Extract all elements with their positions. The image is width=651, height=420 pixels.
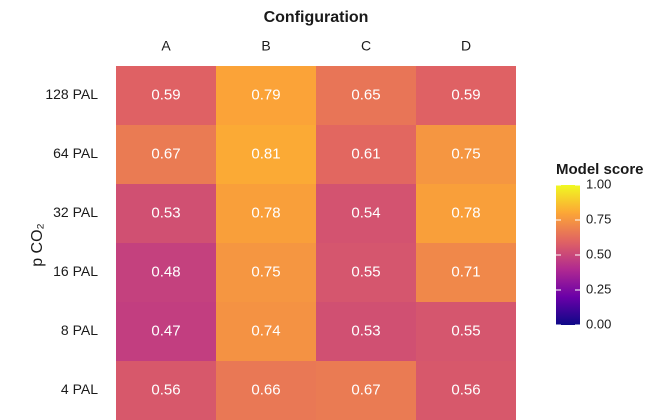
cell-label: 0.67: [151, 145, 180, 162]
cell-label: 0.79: [251, 86, 280, 103]
heatmap-cell: [216, 243, 316, 302]
cell-label: 0.56: [451, 381, 480, 398]
heatmap-cell: [116, 243, 216, 302]
heatmap-cell: [216, 302, 316, 361]
cell-label: 0.75: [451, 145, 480, 162]
heatmap-cell: [416, 302, 516, 361]
cell-label: 0.59: [451, 86, 480, 103]
y-tick-label: 64 PAL: [53, 145, 98, 161]
cell-label: 0.66: [251, 381, 280, 398]
chart-title: Configuration: [264, 9, 369, 26]
cell-label: 0.56: [151, 381, 180, 398]
cell-label: 0.67: [351, 381, 380, 398]
heatmap-cell: [116, 66, 216, 125]
cell-label: 0.74: [251, 322, 280, 339]
cell-label: 0.55: [451, 322, 480, 339]
heatmap-cell: [116, 125, 216, 184]
cell-label: 0.54: [351, 204, 380, 221]
cell-label: 0.48: [151, 263, 180, 280]
heatmap-cell: [216, 184, 316, 243]
colorbar-tick-label: 0.50: [586, 246, 611, 261]
heatmap-cell: [316, 302, 416, 361]
heatmap-cell: [216, 361, 316, 420]
heatmap-cell: [116, 361, 216, 420]
colorbar-tick-label: 0.25: [586, 281, 611, 296]
cell-label: 0.65: [351, 86, 380, 103]
heatmap-cell: [316, 125, 416, 184]
heatmap-cell: [316, 361, 416, 420]
y-tick-label: 128 PAL: [45, 86, 98, 102]
colorbar-title: Model score: [556, 161, 644, 178]
cell-label: 0.75: [251, 263, 280, 280]
colorbar-tick-label: 1.00: [586, 176, 611, 191]
cell-label: 0.61: [351, 145, 380, 162]
cell-label: 0.59: [151, 86, 180, 103]
cell-label: 0.78: [251, 204, 280, 221]
colorbar-tick-label: 0.75: [586, 211, 611, 226]
cell-label: 0.55: [351, 263, 380, 280]
heatmap-cell: [316, 243, 416, 302]
x-tick-label: B: [261, 38, 270, 54]
heatmap-cell: [216, 125, 316, 184]
x-tick-label: A: [161, 38, 171, 54]
x-tick-label: C: [361, 38, 371, 54]
heatmap-cell: [416, 125, 516, 184]
cell-label: 0.53: [351, 322, 380, 339]
heatmap-cell: [416, 184, 516, 243]
cell-label: 0.47: [151, 322, 180, 339]
heatmap-cell: [416, 243, 516, 302]
heatmap-cell: [316, 66, 416, 125]
x-tick-label: D: [461, 38, 471, 54]
heatmap-cell: [116, 302, 216, 361]
y-tick-label: 32 PAL: [53, 204, 98, 220]
heatmap-cell: [316, 184, 416, 243]
heatmap-cell: [116, 184, 216, 243]
heatmap-cell: [416, 361, 516, 420]
cell-label: 0.71: [451, 263, 480, 280]
cell-label: 0.53: [151, 204, 180, 221]
heatmap-cell: [216, 66, 316, 125]
cell-label: 0.81: [251, 145, 280, 162]
y-axis-label: p CO₂: [29, 223, 46, 267]
y-tick-label: 16 PAL: [53, 263, 98, 279]
colorbar-tick-label: 0.00: [586, 316, 611, 331]
cell-label: 0.78: [451, 204, 480, 221]
y-tick-label: 8 PAL: [61, 322, 98, 338]
heatmap-cell: [416, 66, 516, 125]
y-tick-label: 4 PAL: [61, 381, 98, 397]
